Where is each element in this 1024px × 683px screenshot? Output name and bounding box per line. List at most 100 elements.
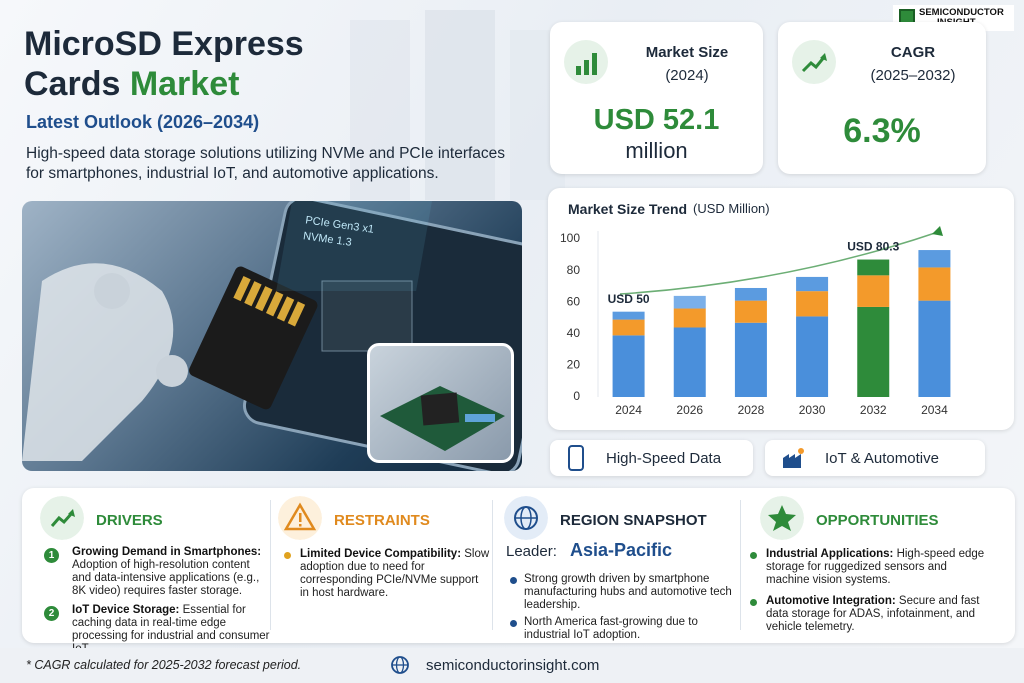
bar-segment	[612, 335, 645, 397]
bar-segment	[734, 300, 767, 323]
bar-segment	[612, 319, 645, 336]
title-part: Cards	[24, 65, 121, 103]
pcb-illustration	[380, 386, 505, 451]
bar-segment	[918, 250, 951, 268]
outlook: Latest Outlook (2026–2034)	[26, 112, 260, 132]
annotation: USD 50	[608, 292, 650, 306]
opportunity-item: Automotive Integration: Secure and fast …	[766, 595, 991, 634]
drivers-section: DRIVERS 1 Growing Demand in Smartphones:…	[40, 488, 275, 655]
bullet	[284, 552, 291, 559]
y-tick-label: 60	[567, 294, 581, 308]
section-title: RESTRAINTS	[334, 512, 430, 529]
stat-period: (2024)	[665, 67, 709, 84]
x-tick-label: 2028	[738, 403, 765, 417]
x-tick-label: 2032	[860, 403, 887, 417]
opportunity-item: Industrial Applications: High-speed edge…	[766, 548, 991, 587]
item-title: IoT Device Storage:	[72, 604, 180, 616]
leader-label: Leader:	[506, 543, 557, 560]
section-title: DRIVERS	[96, 512, 163, 529]
globe-icon	[391, 656, 409, 674]
x-tick-label: 2034	[921, 403, 948, 417]
item-text: Essential for caching data in real-time …	[72, 604, 270, 655]
region-item: Strong growth driven by smartphone manuf…	[524, 573, 732, 611]
title-part: Market	[129, 65, 240, 103]
driver-item: IoT Device Storage: Essential for cachin…	[72, 604, 272, 656]
description: High-speed data storage solutions utiliz…	[26, 145, 506, 182]
annotation: USD 80.3	[847, 240, 899, 254]
separator	[492, 500, 493, 630]
hero-image: PCIe Gen3 x1 NVMe 1.3	[22, 201, 522, 471]
opportunities-section: OPPORTUNITIES Industrial Applications: H…	[750, 488, 1008, 643]
bar-segment	[857, 259, 890, 276]
stat-label: CAGR	[890, 44, 936, 61]
section-title: REGION SNAPSHOT	[560, 512, 707, 529]
item-number: 1	[44, 548, 59, 563]
stat-unit: million	[625, 138, 688, 163]
region-section: REGION SNAPSHOT Leader: Asia-Pacific Str…	[504, 488, 744, 643]
title-line: MicroSD Express	[24, 25, 304, 63]
website[interactable]: semiconductorinsight.com	[426, 657, 600, 674]
stat-value: 6.3%	[843, 112, 921, 150]
y-tick-label: 20	[567, 358, 581, 372]
stat-card: CAGR (2025–2032) 6.3%	[778, 22, 986, 174]
bar-segment	[918, 300, 951, 397]
stat-icon	[564, 40, 608, 84]
trend-arrow	[619, 231, 939, 295]
item-text: Adoption of high-resolution content and …	[72, 559, 260, 597]
stat-label: Market Size	[645, 44, 729, 61]
leader-value: Asia-Pacific	[570, 540, 673, 560]
item-text: Slow adoption due to need for correspond…	[300, 548, 490, 599]
restraint-item: Limited Device Compatibility: Slow adopt…	[300, 548, 490, 600]
feature-label: IoT & Automotive	[825, 450, 939, 467]
item-title: Industrial Applications:	[766, 548, 894, 560]
feature-pill: IoT & Automotive	[765, 440, 985, 476]
feature-pill: High-Speed Data	[550, 440, 753, 476]
bullet	[510, 620, 517, 627]
bar-segment	[918, 267, 951, 301]
chart-title-text: Market Size Trend	[568, 201, 687, 217]
region-item: North America fast-growing due to indust…	[524, 616, 698, 641]
chart-card: Market Size Trend (USD Million) 0 20 40 60 80…	[548, 188, 1014, 430]
chart-unit: (USD Million)	[693, 201, 770, 216]
bullet	[750, 599, 757, 606]
feature-label: High-Speed Data	[606, 450, 722, 467]
section-title: OPPORTUNITIES	[816, 512, 939, 529]
item-title: Limited Device Compatibility:	[300, 548, 462, 560]
bar-segment	[734, 287, 767, 301]
logo-line: SEMICONDUCTOR	[919, 7, 1004, 18]
driver-item: Growing Demand in Smartphones: Adoption …	[72, 546, 272, 598]
feature-icon	[783, 448, 804, 468]
footer: * CAGR calculated for 2025-2032 forecast…	[0, 648, 1024, 683]
bullet	[750, 552, 757, 559]
y-tick-label: 0	[573, 389, 580, 403]
x-tick-label: 2026	[676, 403, 703, 417]
bar-segment	[796, 316, 829, 397]
item-title: Growing Demand in Smartphones:	[72, 546, 262, 558]
bar-segment	[673, 308, 706, 328]
bar-segment	[734, 322, 767, 397]
y-tick-label: 100	[560, 231, 580, 245]
stat-icon	[792, 40, 836, 84]
inset-image	[367, 343, 514, 463]
item-number: 2	[44, 606, 59, 621]
section-icon	[278, 496, 322, 540]
insights-panel: DRIVERS 1 Growing Demand in Smartphones:…	[22, 488, 1015, 655]
restraints-section: RESTRAINTS Limited Device Compatibility:…	[278, 488, 493, 643]
item-text: Secure and fast data storage for ADAS, i…	[766, 595, 980, 633]
stat-card: Market Size (2024) USD 52.1 million	[550, 22, 763, 174]
section-icon	[504, 496, 548, 540]
section-icon	[760, 496, 804, 540]
bullet	[510, 577, 517, 584]
separator	[740, 500, 741, 630]
trend-arrow-head	[932, 226, 943, 236]
bar-segment	[857, 306, 890, 397]
feature-icon	[568, 445, 584, 471]
bar-segment	[796, 291, 829, 317]
y-tick-label: 80	[567, 263, 581, 277]
title-line: Cards Market	[24, 64, 239, 104]
separator	[270, 500, 271, 630]
stat-value: USD 52.1	[593, 104, 720, 136]
y-tick-label: 40	[567, 326, 581, 340]
item-title: Automotive Integration:	[766, 595, 896, 607]
